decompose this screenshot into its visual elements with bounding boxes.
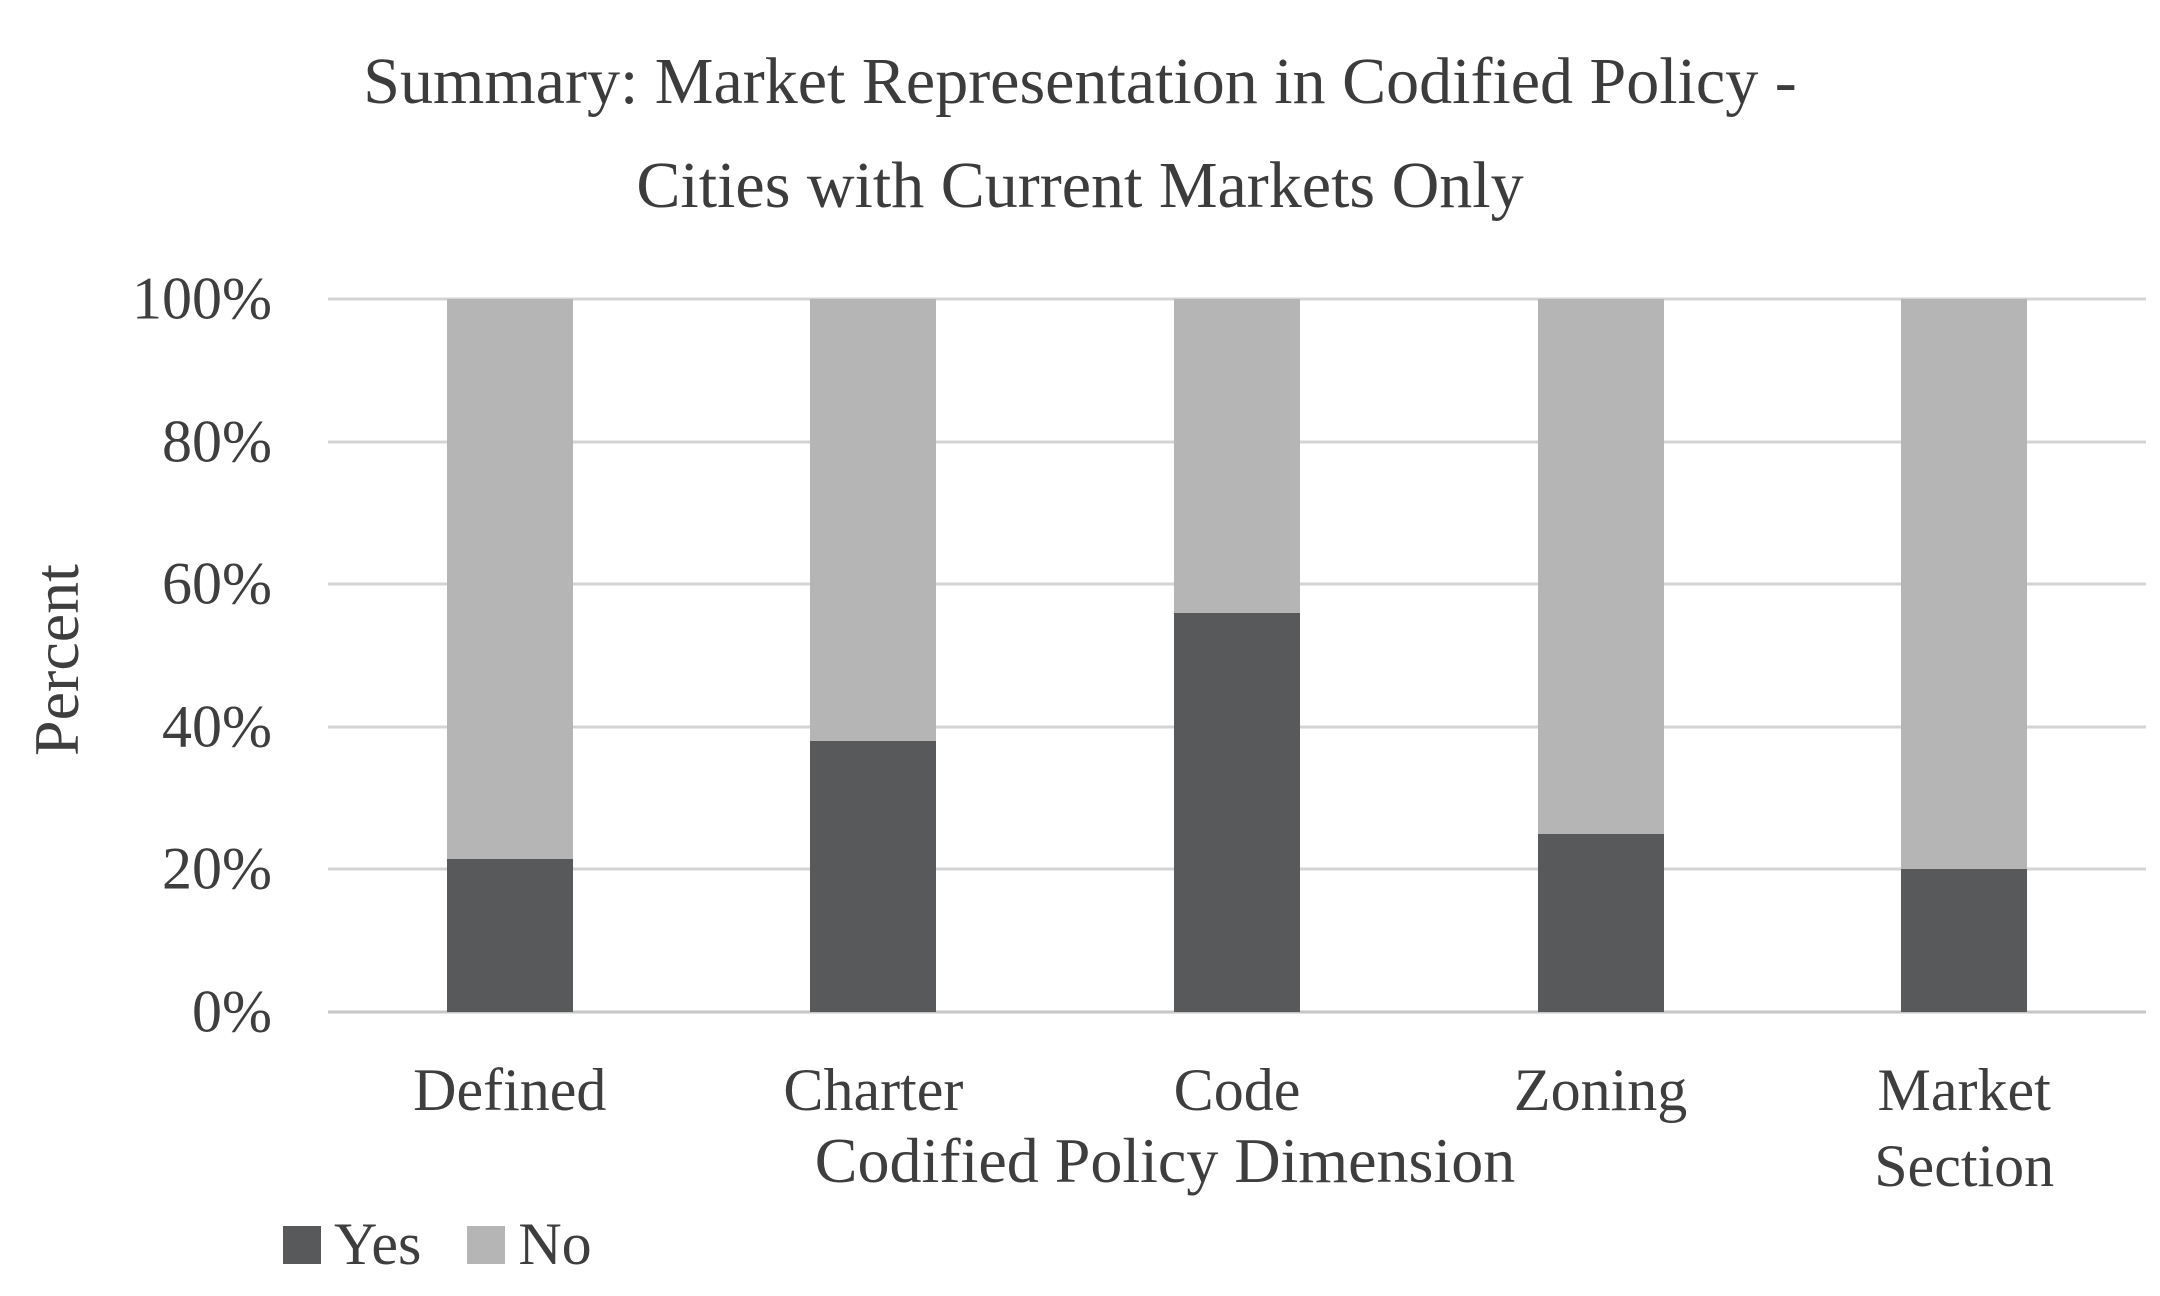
x-axis-line: [328, 1010, 2146, 1014]
legend-label-yes: Yes: [334, 1211, 422, 1277]
y-axis-tick-label: 20%: [162, 835, 272, 902]
bar-segment-no: [1174, 299, 1300, 613]
legend-item-yes: Yes: [283, 1210, 421, 1279]
bar-segment-no: [446, 299, 573, 859]
bar-segment-yes: [810, 741, 937, 1012]
chart-title-line-1: Summary: Market Representation in Codifi…: [363, 45, 1797, 118]
y-axis-tick-label: 40%: [162, 693, 272, 760]
gridline: [328, 297, 2146, 301]
bar-segment-yes: [1174, 612, 1300, 1012]
y-axis-tick-label: 60%: [162, 550, 272, 617]
bar-segment-yes: [1901, 869, 2028, 1012]
legend-swatch-yes: [283, 1225, 321, 1264]
x-axis-labels: Defined Charter Code Zoning Market Section: [328, 1052, 2146, 1222]
y-axis-tick-label: 0%: [192, 978, 272, 1045]
chart-title: Summary: Market Representation in Codifi…: [0, 30, 2160, 238]
y-axis-tick-label: 100%: [132, 265, 272, 332]
bar-charter: [810, 299, 937, 1012]
bar-segment-no: [1901, 299, 2028, 870]
bar-segment-no: [810, 299, 937, 742]
bar-zoning: [1537, 299, 1664, 1012]
plot-area: [328, 297, 2146, 1014]
bar-defined: [446, 299, 573, 1012]
chart-title-line-2: Cities with Current Markets Only: [636, 149, 1524, 222]
x-axis-label: Defined: [413, 1057, 607, 1123]
legend: Yes No: [283, 1210, 592, 1279]
legend-item-no: No: [467, 1210, 592, 1279]
bar-segment-no: [1537, 299, 1664, 834]
bar-segment-yes: [446, 858, 573, 1012]
x-axis-title: Codified Policy Dimension: [814, 1125, 1516, 1196]
x-axis-label: Market Section: [1874, 1057, 2055, 1199]
bar-market-section: [1901, 299, 2028, 1012]
x-axis-label: Code: [1173, 1057, 1301, 1123]
bar-segment-yes: [1537, 833, 1664, 1012]
x-axis-label: Zoning: [1513, 1057, 1688, 1123]
bar-code: [1174, 299, 1300, 1012]
legend-swatch-no: [467, 1225, 506, 1264]
y-axis-tick-label: 80%: [162, 408, 272, 475]
y-axis-ticks: 0% 20% 40% 60% 80% 100%: [0, 266, 272, 1045]
legend-label-no: No: [518, 1211, 592, 1277]
x-axis-label: Charter: [783, 1057, 964, 1123]
